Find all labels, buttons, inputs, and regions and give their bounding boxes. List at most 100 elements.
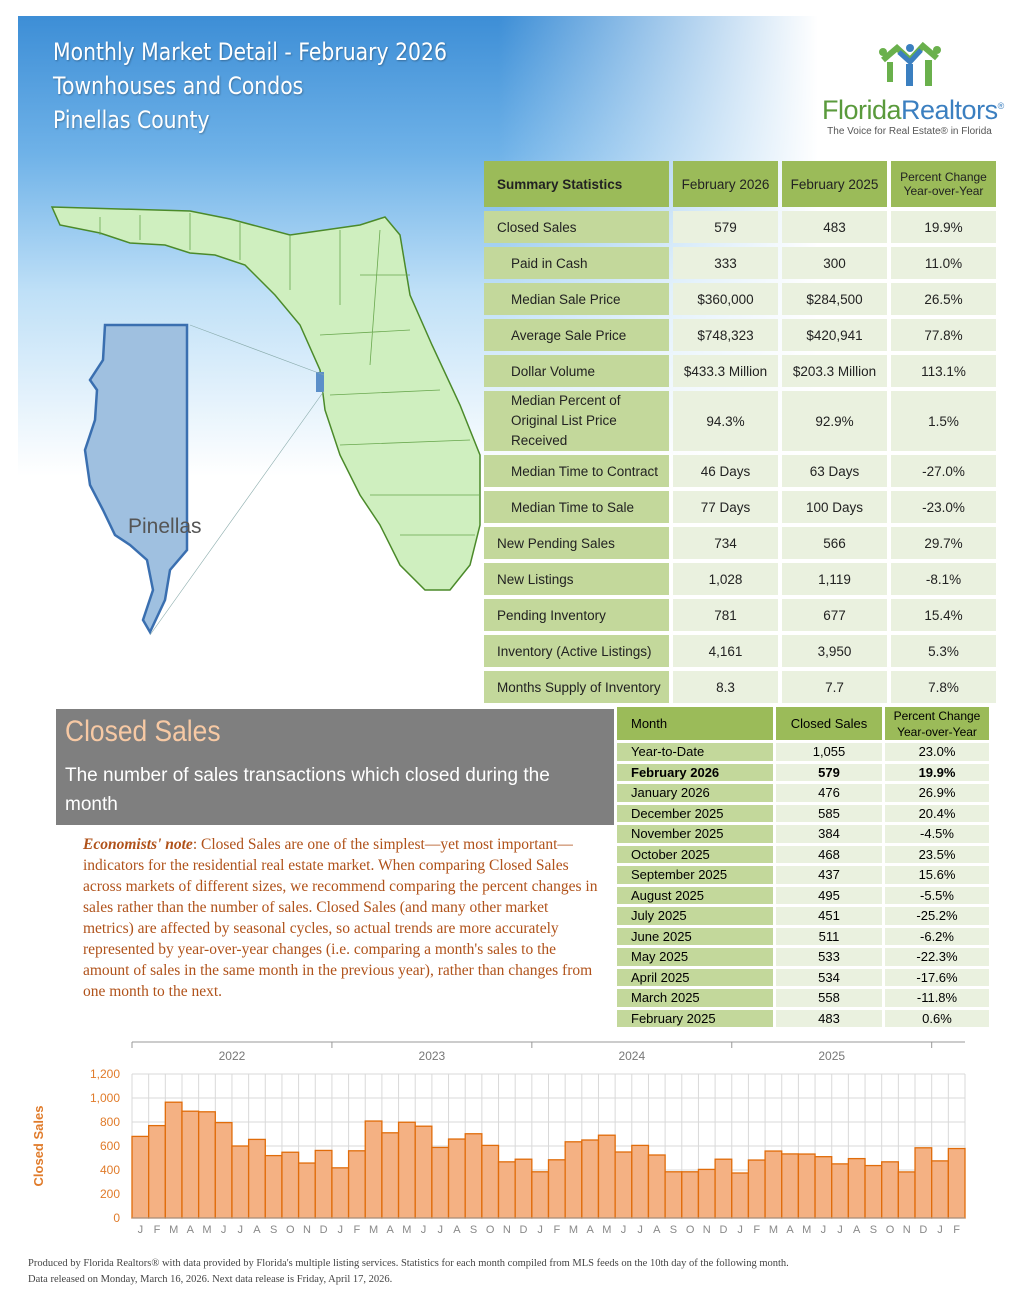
y-tick-label: 600	[100, 1139, 120, 1153]
bar-33	[681, 1171, 700, 1219]
closed-sales-value: 511	[776, 927, 882, 945]
percent-change: 113.1%	[891, 355, 996, 387]
bar-32	[664, 1171, 683, 1219]
percent-change: 26.9%	[885, 784, 989, 802]
x-tick-label: J	[837, 1224, 843, 1236]
y-tick-label: 400	[100, 1163, 120, 1177]
bar-5	[214, 1121, 233, 1219]
x-tick-label: J	[238, 1224, 244, 1236]
bar-39	[781, 1153, 800, 1219]
bar-43	[847, 1157, 866, 1219]
closed-sales-value: 579	[776, 763, 882, 781]
bar-18	[431, 1146, 450, 1219]
summary-header-row: Summary Statistics February 2026 Februar…	[484, 161, 996, 207]
x-tick-label: J	[221, 1224, 227, 1236]
value-feb-2025: 3,950	[782, 635, 887, 667]
percent-change: 23.0%	[885, 743, 989, 761]
row-label: Pending Inventory	[484, 599, 669, 631]
percent-change: 7.8%	[891, 671, 996, 703]
x-tick-label: A	[253, 1224, 261, 1236]
bar-48	[931, 1160, 949, 1219]
row-label: Inventory (Active Listings)	[484, 635, 669, 667]
value-feb-2025: 566	[782, 527, 887, 559]
bar-4	[197, 1111, 216, 1219]
monthly-row: March 2025 558 -11.8%	[617, 989, 989, 1007]
value-feb-2025: $284,500	[782, 283, 887, 315]
percent-change: -25.2%	[885, 907, 989, 925]
closed-sales-banner: Closed Sales The number of sales transac…	[56, 709, 614, 825]
closed-sales-value: 1,055	[776, 743, 882, 761]
percent-change: 11.0%	[891, 247, 996, 279]
x-tick-label: J	[621, 1224, 627, 1236]
bar-12	[331, 1167, 350, 1219]
year-label: 2023	[419, 1049, 446, 1063]
percent-change: 77.8%	[891, 319, 996, 351]
x-tick-label: M	[169, 1224, 178, 1236]
summary-row: Dollar Volume $433.3 Million $203.3 Millio…	[484, 355, 996, 387]
x-tick-label: S	[670, 1224, 677, 1236]
monthly-row: July 2025 451 -25.2%	[617, 907, 989, 925]
value-feb-2026: 1,028	[673, 563, 778, 595]
value-feb-2026: 781	[673, 599, 778, 631]
x-tick-label: D	[320, 1224, 328, 1236]
bar-20	[464, 1133, 483, 1219]
value-feb-2026: 94.3%	[673, 391, 778, 451]
monthly-row: February 2026 579 19.9%	[617, 763, 989, 781]
x-tick-label: D	[520, 1224, 528, 1236]
x-tick-label: A	[853, 1224, 861, 1236]
summary-row: Median Sale Price $360,000 $284,500 26.5%	[484, 283, 996, 315]
monthly-row: October 2025 468 23.5%	[617, 845, 989, 863]
x-tick-label: M	[602, 1224, 611, 1236]
month-label: July 2025	[617, 907, 773, 925]
pinellas-label: Pinellas	[128, 515, 202, 538]
x-tick-label: A	[786, 1224, 794, 1236]
closed-sales-value: 468	[776, 845, 882, 863]
closed-sales-subtitle: The number of sales transactions which c…	[65, 765, 550, 815]
percent-change: -23.0%	[891, 491, 996, 523]
x-tick-label: S	[870, 1224, 877, 1236]
florida-map	[50, 206, 481, 636]
summary-row: Closed Sales 579 483 19.9%	[484, 211, 996, 243]
value-feb-2025: 63 Days	[782, 455, 887, 487]
month-label: Year-to-Date	[617, 743, 773, 761]
value-feb-2025: 92.9%	[782, 391, 887, 451]
x-tick-label: N	[503, 1224, 511, 1236]
x-tick-label: J	[338, 1224, 344, 1236]
bar-26	[564, 1141, 583, 1219]
bar-34	[697, 1168, 716, 1219]
summary-row: Median Time to Sale 77 Days 100 Days -23.0%	[484, 491, 996, 523]
y-tick-label: 1,000	[90, 1091, 120, 1105]
summary-row: Median Percent of Original List Price Re…	[484, 391, 996, 451]
bar-44	[864, 1164, 883, 1219]
value-feb-2025: 300	[782, 247, 887, 279]
x-tick-label: A	[586, 1224, 594, 1236]
bar-23	[514, 1158, 533, 1219]
bar-37	[747, 1159, 766, 1219]
month-label: February 2026	[617, 763, 773, 781]
percent-change: 15.6%	[885, 866, 989, 884]
bar-28	[597, 1134, 616, 1219]
bar-9	[281, 1151, 300, 1219]
value-feb-2025: 100 Days	[782, 491, 887, 523]
month-label: December 2025	[617, 804, 773, 822]
bar-13	[347, 1150, 366, 1219]
value-feb-2026: 4,161	[673, 635, 778, 667]
month-label: January 2026	[617, 784, 773, 802]
bar-17	[414, 1125, 433, 1219]
percent-change: 20.4%	[885, 804, 989, 822]
month-label: February 2025	[617, 1009, 773, 1027]
bar-25	[547, 1159, 566, 1219]
bar-29	[614, 1151, 633, 1219]
x-tick-label: D	[919, 1224, 927, 1236]
month-label: June 2025	[617, 927, 773, 945]
pinellas-county-map	[83, 323, 189, 635]
summary-row: Months Supply of Inventory 8.3 7.7 7.8%	[484, 671, 996, 703]
percent-change: -17.6%	[885, 968, 989, 986]
monthly-row: November 2025 384 -4.5%	[617, 825, 989, 843]
month-label: October 2025	[617, 845, 773, 863]
bar-30	[631, 1144, 650, 1219]
monthly-header-row: Month Closed Sales Percent Change Year-o…	[617, 707, 989, 740]
closed-sales-value: 476	[776, 784, 882, 802]
month-label: September 2025	[617, 866, 773, 884]
bar-7	[247, 1138, 266, 1219]
